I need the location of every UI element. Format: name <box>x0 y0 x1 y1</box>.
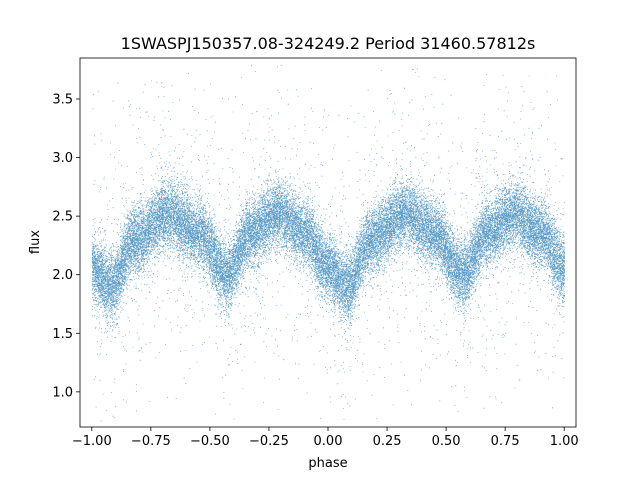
y-tick-label: 3.0 <box>52 151 73 166</box>
x-tick-label: 0.00 <box>314 434 343 449</box>
y-tick-label: 1.0 <box>52 385 73 400</box>
y-tick-label: 2.0 <box>52 268 73 283</box>
x-axis-label: phase <box>308 456 347 471</box>
y-axis-label: flux <box>28 230 43 254</box>
plot-background <box>80 58 576 427</box>
x-tick-label: 0.25 <box>373 434 402 449</box>
x-tick-label: 0.75 <box>491 434 520 449</box>
x-tick-label: −0.50 <box>190 434 230 449</box>
x-tick-label: −0.25 <box>249 434 289 449</box>
scatter-points <box>91 64 566 422</box>
x-tick-label: 0.50 <box>432 434 461 449</box>
x-tick-label: 1.00 <box>550 434 579 449</box>
chart-title: 1SWASPJ150357.08-324249.2 Period 31460.5… <box>121 34 536 53</box>
x-tick-label: −0.75 <box>131 434 171 449</box>
y-tick-label: 2.5 <box>52 210 73 225</box>
x-tick-label: −1.00 <box>72 434 112 449</box>
x-axis-ticks: −1.00 −0.75 −0.50 −0.25 0.00 0.25 0.50 0.75 1.00 <box>72 427 579 449</box>
y-axis-ticks: 1.0 1.5 2.0 2.5 3.0 3.5 <box>52 93 80 400</box>
y-tick-label: 3.5 <box>52 93 73 108</box>
data-points <box>91 64 566 422</box>
y-tick-label: 1.5 <box>52 327 73 342</box>
